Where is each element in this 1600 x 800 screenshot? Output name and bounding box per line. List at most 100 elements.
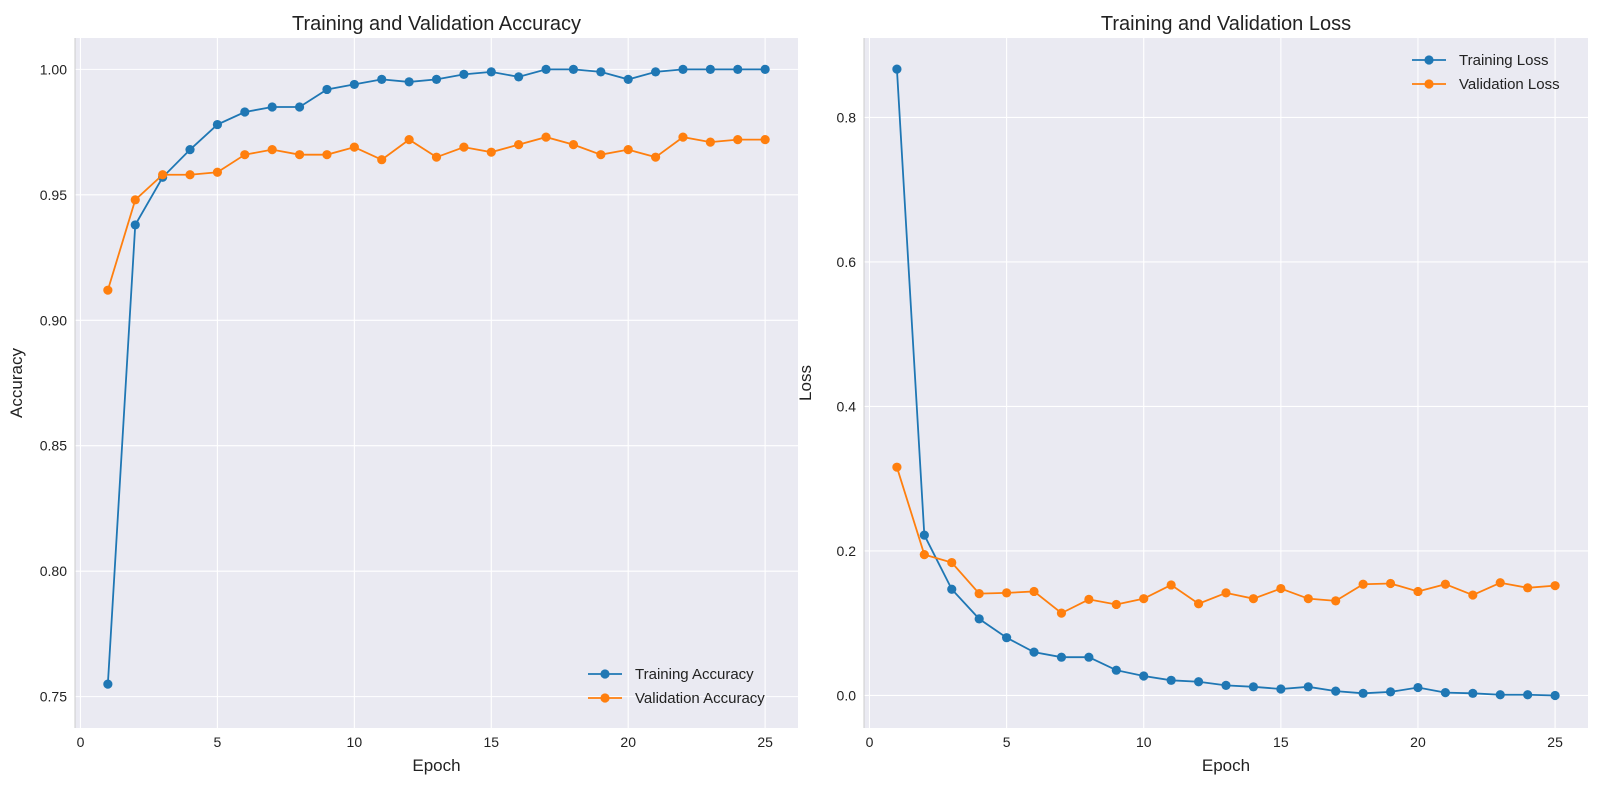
loss-y-tick-label: 0.2 [837, 543, 857, 559]
loss-data-point [1468, 590, 1478, 600]
accuracy-series-1 [103, 132, 770, 295]
accuracy-ticks: 0 5 10 15 20 25 0.75 0.80 0.85 0.90 0.95 1.00 [40, 61, 773, 750]
accuracy-data-point [431, 74, 442, 84]
accuracy-data-point [130, 220, 140, 230]
loss-data-point [1413, 586, 1423, 597]
accuracy-y-tick-label: 0.80 [40, 563, 67, 579]
accuracy-data-point [267, 102, 277, 112]
loss-data-point [1056, 608, 1067, 618]
accuracy-data-point [404, 135, 414, 145]
loss-series-0 [892, 64, 1560, 701]
accuracy-data-point [623, 74, 633, 84]
accuracy-x-tick-label: 20 [620, 734, 636, 750]
loss-data-point [1084, 652, 1094, 662]
accuracy-data-point [678, 132, 688, 142]
loss-data-point [974, 589, 984, 599]
accuracy-data-point [431, 152, 442, 162]
accuracy-data-point [158, 170, 168, 180]
loss-x-tick-label: 0 [866, 734, 874, 750]
loss-data-point [1029, 586, 1039, 597]
accuracy-data-point [103, 285, 113, 295]
loss-data-point [1002, 588, 1012, 598]
loss-legend: Training Loss Validation Loss [1412, 52, 1560, 93]
accuracy-data-point [322, 84, 332, 95]
accuracy-chart-title: Training and Validation Accuracy [292, 13, 581, 35]
loss-data-point [1221, 588, 1231, 598]
accuracy-data-point [240, 150, 250, 160]
accuracy-grid [75, 38, 798, 728]
accuracy-panel: 0 5 10 15 20 25 0.75 0.80 0.85 0.90 0.95 1.00 Traini… [7, 13, 798, 775]
loss-data-point [1523, 583, 1533, 593]
loss-y-axis-label: Loss [796, 365, 815, 401]
accuracy-data-point [486, 67, 496, 77]
accuracy-data-point [514, 72, 524, 82]
loss-y-tick-label: 0.0 [837, 687, 857, 703]
accuracy-x-tick-label: 25 [757, 734, 773, 750]
loss-data-point [1166, 580, 1176, 590]
accuracy-data-point [322, 150, 332, 160]
loss-data-point [1111, 599, 1121, 610]
loss-data-point [1523, 690, 1533, 700]
loss-data-point [1084, 594, 1094, 604]
loss-legend-label: Training Loss [1459, 52, 1549, 69]
loss-data-point [1495, 578, 1505, 588]
loss-legend-marker [1424, 55, 1434, 65]
accuracy-legend-marker [600, 669, 610, 679]
loss-series-1 [892, 462, 1560, 618]
accuracy-data-point [212, 167, 223, 177]
accuracy-data-point [486, 147, 496, 157]
accuracy-legend-label: Training Accuracy [635, 666, 754, 683]
loss-y-tick-label: 0.8 [837, 109, 857, 125]
loss-data-point [1056, 652, 1067, 662]
accuracy-data-point [596, 67, 606, 77]
accuracy-legend: Training Accuracy Validation Accuracy [588, 666, 765, 707]
accuracy-data-point [705, 64, 715, 74]
loss-data-point [1111, 665, 1121, 675]
accuracy-data-point [240, 107, 250, 117]
loss-data-point [1002, 633, 1012, 643]
loss-data-point [1029, 647, 1039, 657]
loss-x-tick-label: 20 [1410, 734, 1426, 750]
loss-data-point [919, 530, 929, 540]
accuracy-data-point [377, 155, 387, 165]
loss-data-point [892, 462, 902, 472]
loss-x-tick-label: 15 [1273, 734, 1289, 750]
loss-legend-label: Validation Loss [1459, 76, 1560, 93]
loss-grid [864, 38, 1588, 728]
accuracy-data-point [568, 64, 579, 74]
accuracy-y-tick-label: 0.95 [40, 187, 67, 203]
accuracy-data-point [623, 145, 633, 155]
accuracy-data-point [212, 119, 223, 130]
loss-chart-title: Training and Validation Loss [1101, 13, 1351, 35]
loss-data-point [1193, 599, 1204, 609]
accuracy-data-point [185, 170, 195, 180]
loss-x-tick-label: 25 [1547, 734, 1563, 750]
accuracy-data-point [650, 67, 661, 77]
loss-data-point [947, 557, 957, 568]
accuracy-legend-label: Validation Accuracy [635, 690, 765, 707]
loss-data-point [1385, 687, 1396, 697]
loss-data-point [1440, 579, 1450, 589]
loss-data-point [974, 614, 984, 624]
loss-data-point [1358, 579, 1368, 589]
accuracy-y-tick-label: 1.00 [40, 61, 67, 77]
accuracy-data-point [459, 142, 469, 152]
accuracy-series-0 [103, 64, 770, 689]
accuracy-data-point [760, 135, 770, 145]
loss-data-point [1248, 682, 1259, 692]
accuracy-data-point [404, 77, 414, 87]
accuracy-data-point [294, 150, 305, 160]
accuracy-data-point [349, 142, 359, 152]
accuracy-data-point [541, 64, 551, 74]
loss-x-axis-label: Epoch [1202, 756, 1250, 775]
loss-data-point [1276, 684, 1286, 694]
loss-y-tick-label: 0.4 [837, 398, 857, 414]
loss-legend-item: Training Loss [1412, 52, 1549, 69]
loss-data-point [1413, 682, 1423, 693]
loss-panel: 0 5 10 15 20 25 0.0 0.2 0.4 0.6 0.8 Training and Va… [796, 13, 1588, 775]
accuracy-legend-item: Training Accuracy [588, 666, 754, 683]
accuracy-y-axis-label: Accuracy [7, 348, 26, 418]
loss-data-point [1303, 594, 1313, 604]
loss-data-point [1468, 688, 1478, 698]
